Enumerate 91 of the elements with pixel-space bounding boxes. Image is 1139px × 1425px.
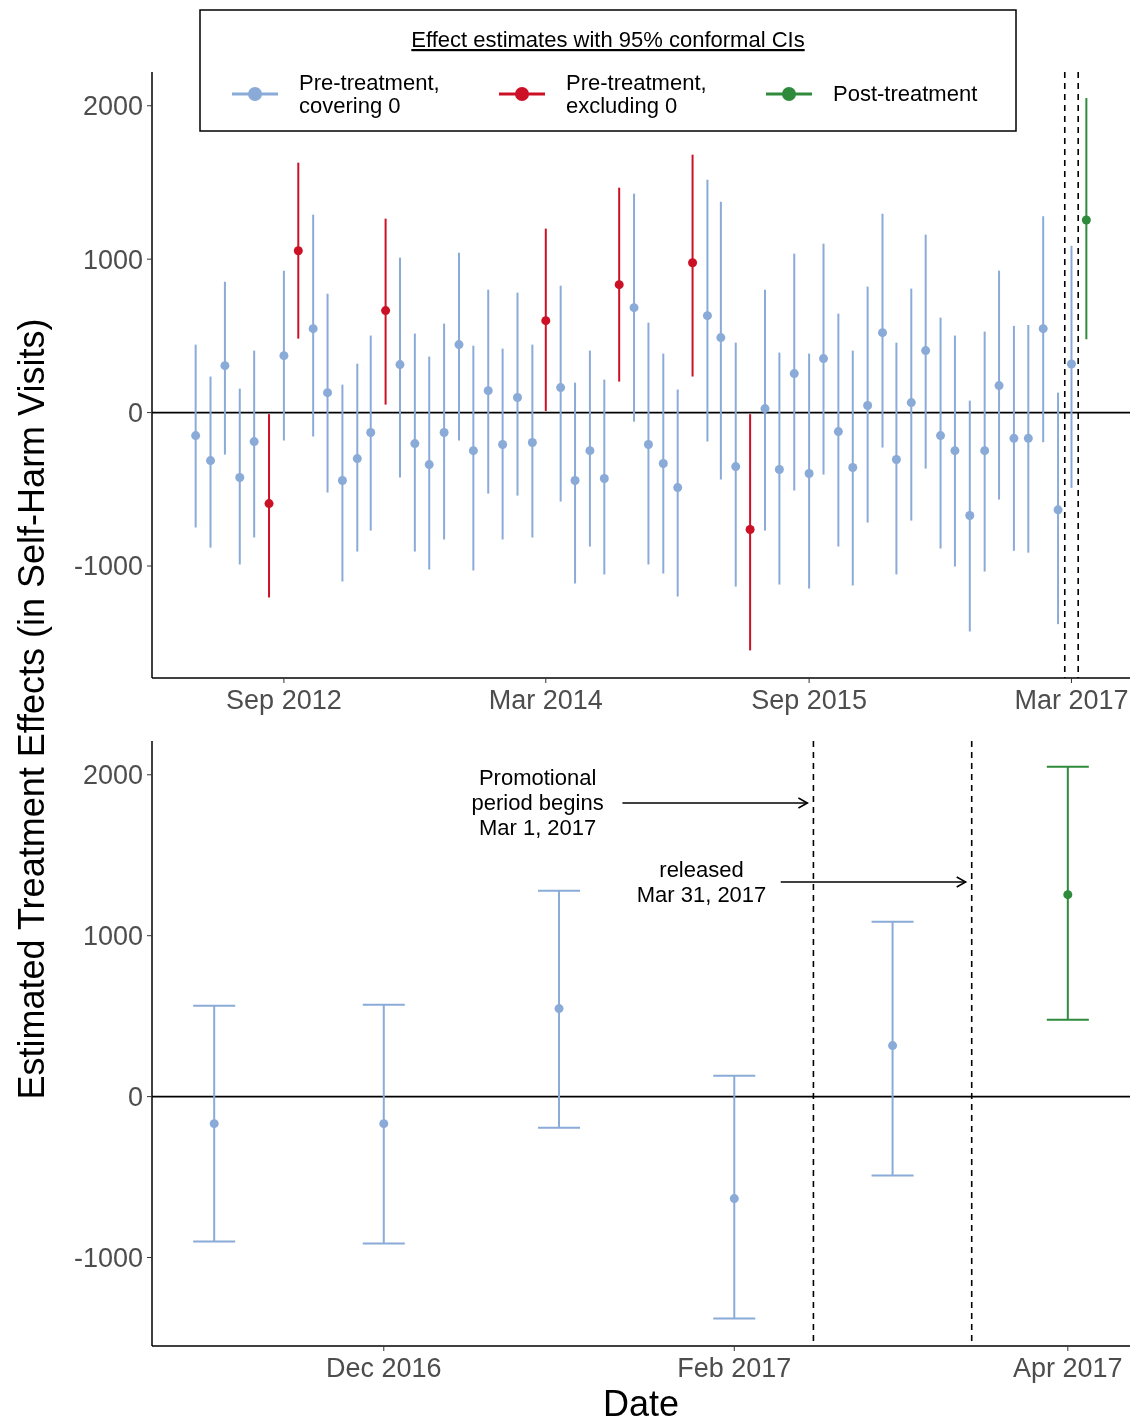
point [323, 388, 333, 398]
point [994, 381, 1004, 391]
point [468, 446, 478, 456]
point [921, 346, 931, 356]
point [1009, 433, 1019, 443]
point [191, 431, 201, 441]
y-tick-label: 1000 [82, 244, 143, 275]
y-tick-label: 0 [127, 398, 143, 429]
point [366, 428, 376, 438]
point [541, 316, 551, 326]
point [279, 351, 289, 361]
point [760, 404, 770, 414]
y-axis-title: Estimated Treatment Effects (in Self-Harm Visits) [11, 318, 52, 1100]
point [293, 246, 303, 256]
point [439, 428, 449, 438]
point [614, 280, 624, 290]
point [936, 431, 946, 441]
point [570, 476, 580, 486]
point [556, 383, 566, 393]
point [220, 361, 230, 371]
point [1038, 324, 1048, 334]
point [308, 324, 318, 334]
point [1053, 505, 1063, 515]
point [789, 369, 799, 379]
point [906, 398, 916, 408]
point [585, 446, 595, 456]
point [745, 524, 755, 534]
point [424, 460, 434, 470]
point [352, 454, 362, 464]
point [527, 438, 537, 447]
point [891, 455, 901, 465]
point [833, 427, 843, 437]
point [848, 463, 858, 473]
legend-label: Pre-treatment, covering 0 [299, 69, 440, 118]
point [804, 468, 814, 478]
legend-label: Pre-treatment, excluding 0 [566, 69, 707, 118]
x-tick-label: Feb 2017 [677, 1353, 792, 1383]
y-tick-label: 1000 [82, 921, 143, 952]
legend-title: Effect estimates with 95% conformal CIs [411, 27, 805, 52]
y-tick-label: 0 [127, 1082, 143, 1113]
x-tick-label: Dec 2016 [325, 1353, 442, 1383]
legend-label: Post-treatment [833, 81, 978, 106]
y-tick-label: 2000 [82, 91, 143, 122]
point [379, 1119, 389, 1129]
point [878, 328, 887, 338]
point [716, 333, 726, 343]
point [729, 1194, 739, 1204]
point [512, 393, 522, 403]
y-tick-label: 2000 [82, 760, 143, 791]
y-tick-label: -1000 [73, 551, 143, 582]
point [643, 440, 653, 449]
point [483, 386, 493, 396]
point [819, 354, 829, 364]
point [980, 446, 990, 456]
y-tick-label: -1000 [73, 1242, 143, 1273]
point [731, 462, 741, 472]
point [658, 459, 668, 469]
point [863, 401, 873, 411]
point [454, 340, 464, 350]
x-tick-label: Mar 2014 [488, 685, 603, 715]
x-tick-label: Apr 2017 [1013, 1353, 1123, 1383]
point [1063, 890, 1073, 900]
point [599, 474, 609, 484]
point [337, 476, 347, 486]
point [1081, 215, 1091, 225]
point [249, 437, 259, 447]
point [209, 1119, 219, 1129]
point [381, 306, 391, 316]
point [629, 303, 639, 313]
point [395, 360, 405, 370]
x-axis-title: Date [602, 1383, 680, 1424]
x-tick-label: Mar 2017 [1014, 685, 1129, 715]
point [673, 483, 683, 493]
point [498, 440, 508, 449]
x-tick-label: Sep 2012 [226, 685, 342, 715]
point [774, 465, 784, 475]
annotation: released Mar 31, 2017 [636, 856, 767, 907]
x-tick-label: Sep 2015 [751, 685, 867, 715]
point [410, 439, 420, 449]
point [206, 456, 216, 466]
point [702, 311, 712, 321]
point [1023, 433, 1033, 443]
point [688, 258, 698, 268]
point [950, 446, 960, 456]
point [264, 499, 274, 509]
annotation: Promotional period begins Mar 1, 2017 [471, 765, 604, 840]
point [1066, 359, 1076, 369]
point [965, 511, 975, 521]
point [235, 472, 245, 482]
point [888, 1041, 898, 1051]
point [554, 1004, 564, 1014]
